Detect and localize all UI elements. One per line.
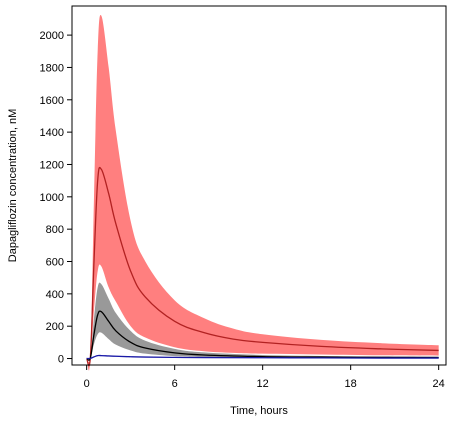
y-tick-label: 400	[46, 289, 64, 301]
y-tick-label: 1000	[40, 192, 64, 204]
y-tick-label: 800	[46, 224, 64, 236]
y-tick-label: 1600	[40, 95, 64, 107]
x-tick-label: 18	[345, 378, 357, 390]
plot-frame	[71, 5, 447, 366]
x-tick-label: 12	[257, 378, 269, 390]
y-tick-label: 200	[46, 321, 64, 333]
x-tick-label: 0	[84, 378, 90, 390]
x-tick-label: 6	[172, 378, 178, 390]
y-tick-label: 1400	[40, 127, 64, 139]
median-line-series-2	[86, 310, 439, 361]
x-axis-ticks: 0 6 12 18 24	[84, 365, 445, 390]
y-tick-label: 600	[46, 257, 64, 269]
y-tick-label: 2000	[40, 30, 64, 42]
y-axis-ticks: 0 200 400 600 800 1000 1200 1400 1600 1800 2000	[40, 30, 72, 366]
median-line-series-3	[86, 354, 439, 360]
confidence-bands	[86, 15, 439, 371]
series-lines	[86, 166, 439, 367]
y-axis-title: Dapagliflozin concentration, nM	[7, 109, 19, 262]
x-tick-label: 24	[433, 378, 445, 390]
median-line-series-1	[86, 166, 439, 367]
y-tick-label: 0	[58, 354, 64, 366]
confidence-band-series-1	[86, 15, 439, 371]
y-tick-label: 1200	[40, 159, 64, 171]
x-axis-title: Time, hours	[230, 405, 288, 417]
y-tick-label: 1800	[40, 62, 64, 74]
